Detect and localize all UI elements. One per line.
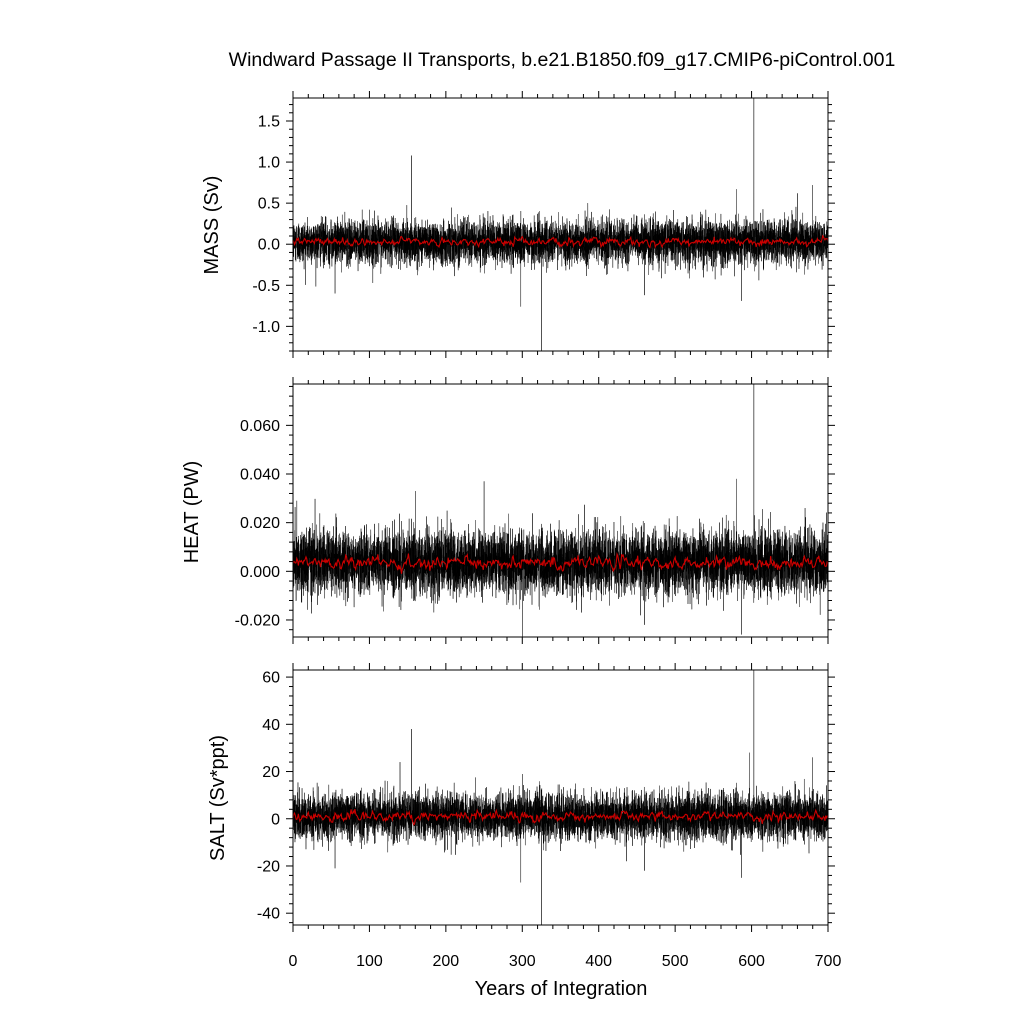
y-tick-label: 40 [262, 717, 280, 734]
y-tick-label: -40 [257, 906, 280, 923]
heat-y-axis-label: HEAT (PW) [181, 461, 203, 564]
plot-frame [292, 97, 829, 352]
raw-series-line [293, 98, 828, 351]
raw-series-line [293, 670, 828, 925]
x-tick-label: 500 [662, 953, 689, 970]
raw-series-line [293, 384, 828, 637]
smoothed-series-line [293, 552, 828, 574]
x-tick-label: 600 [738, 953, 765, 970]
plot-frame [292, 383, 829, 638]
y-tick-label: 1.5 [258, 114, 280, 131]
y-tick-label: 0.060 [240, 418, 280, 435]
x-tick-label: 700 [815, 953, 842, 970]
y-tick-label: 20 [262, 764, 280, 781]
smoothed-series-line [293, 234, 828, 249]
y-tick-label: 0.000 [240, 564, 280, 581]
y-tick-label: -0.020 [235, 612, 280, 629]
y-tick-label: 0.020 [240, 515, 280, 532]
x-tick-label: 200 [433, 953, 460, 970]
y-tick-label: 60 [262, 670, 280, 687]
heat-panel: HEAT (PW) -0.020 0.000 0.020 0.040 0.060 [181, 377, 835, 644]
x-tick-label: 400 [585, 953, 612, 970]
x-tick-label: 100 [356, 953, 383, 970]
y-tick-label: 0.5 [258, 196, 280, 213]
chart-title: Windward Passage II Transports, b.e21.B1… [229, 49, 896, 71]
y-tick-label: 0.0 [258, 237, 280, 254]
mass-panel: MASS (Sv) -1.0 -0.5 0.0 0.5 1.0 1.5 [201, 91, 835, 358]
x-tick-label: 300 [509, 953, 536, 970]
y-tick-label: -20 [257, 858, 280, 875]
y-tick-label: -1.0 [252, 319, 280, 336]
salt-panel: SALT (Sv*ppt) -40 -20 0 20 40 60 [207, 663, 835, 932]
smoothed-series-line [293, 808, 828, 826]
y-tick-label: 1.0 [258, 155, 280, 172]
x-axis-label: Years of Integration [475, 978, 648, 1000]
mass-y-axis-label: MASS (Sv) [201, 176, 223, 275]
x-tick-labels: 0 100 200 300 400 500 600 700 [289, 953, 842, 970]
y-tick-label: 0 [271, 811, 280, 828]
y-tick-label: 0.040 [240, 467, 280, 484]
x-tick-label: 0 [289, 953, 298, 970]
plot-frame [292, 669, 829, 926]
y-tick-label: -0.5 [252, 278, 280, 295]
salt-y-axis-label: SALT (Sv*ppt) [207, 735, 229, 861]
